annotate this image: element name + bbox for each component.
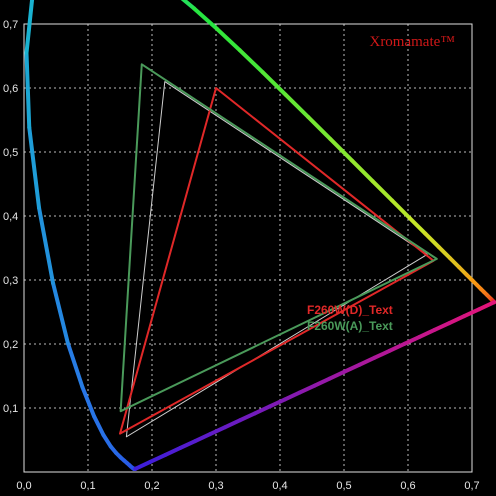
purple-line-segment <box>148 452 168 464</box>
purple-line-segment <box>327 369 347 381</box>
x-tick-label: 0,2 <box>144 480 159 492</box>
brand-logo-text: Xromamate™ <box>369 34 455 50</box>
purple-line-segment <box>178 439 198 450</box>
spectral-locus-segment <box>65 341 85 390</box>
gamut-triangle-d <box>119 87 435 435</box>
spectral-locus-segment <box>215 26 242 53</box>
purple-line-segment <box>357 355 377 367</box>
purple-line-segment <box>312 376 332 388</box>
purple-line-segment <box>208 425 228 437</box>
purple-line-segment <box>387 341 407 353</box>
y-tick-label: 0,5 <box>3 147 18 159</box>
spectral-locus-segment <box>436 245 453 261</box>
x-tick-label: 0,1 <box>80 480 95 492</box>
spectral-locus-segment <box>27 125 42 210</box>
purple-line-segment <box>267 397 287 409</box>
y-tick-label: 0,3 <box>3 275 18 287</box>
spectral-locus-segment <box>24 0 35 55</box>
spectral-locus-segment <box>101 433 113 449</box>
spectral-locus-segment <box>192 6 220 31</box>
purple-line-segment <box>477 300 496 312</box>
spectral-locus-segment <box>24 50 32 130</box>
spectral-locus-segment <box>237 48 265 75</box>
purple-line-segment <box>253 404 272 416</box>
spectral-locus-segment <box>80 385 97 419</box>
spectral-locus-segment <box>51 281 70 346</box>
purple-line-segment <box>462 307 482 319</box>
purple-line-segment <box>163 445 183 457</box>
spectral-locus-segment <box>448 256 462 270</box>
spectral-locus-segment <box>328 137 354 163</box>
spectral-locus-segment <box>370 179 395 203</box>
x-tick-label: 0,0 <box>16 480 31 492</box>
purple-line-segment <box>282 390 302 402</box>
legend-entry: F260W(A)_Text <box>307 319 393 333</box>
spectral-locus-segment <box>283 92 311 119</box>
spectral-locus <box>24 0 496 471</box>
purple-line-segment <box>372 348 392 360</box>
gamut-triangles <box>119 63 438 438</box>
purple-line-segment <box>193 432 213 444</box>
purple-line-segment <box>238 411 258 423</box>
spectral-locus-segment <box>180 0 197 11</box>
purple-line-segment <box>402 334 422 346</box>
x-tick-label: 0,3 <box>208 480 223 492</box>
purple-line-segment <box>297 383 317 395</box>
y-tick-label: 0,4 <box>3 211 18 223</box>
spectral-locus-segment <box>423 231 441 250</box>
plot-frame <box>23 23 473 473</box>
y-tick-label: 0,1 <box>3 403 18 415</box>
spectral-locus-segment <box>350 158 375 184</box>
purple-line-segment <box>223 418 243 430</box>
spectral-locus-segment <box>92 414 106 438</box>
y-tick-label: 0,2 <box>3 339 18 351</box>
x-tick-label: 0,6 <box>400 480 415 492</box>
spectral-locus-segment <box>260 70 288 97</box>
purple-line-segment <box>432 321 452 332</box>
spectral-locus-segment <box>37 205 56 286</box>
purple-line-segment <box>417 327 437 339</box>
purple-line-segment <box>447 314 467 326</box>
legend-entry: F260W(D)_Text <box>307 303 393 317</box>
gamut-triangle-a <box>119 63 438 413</box>
reference-triangle <box>125 81 428 438</box>
spectral-locus-segment <box>390 198 412 221</box>
x-tick-label: 0,7 <box>464 480 479 492</box>
x-tick-label: 0,4 <box>272 480 287 492</box>
legend: F260W(D)_Text F260W(A)_Text <box>307 303 393 333</box>
y-tick-label: 0,7 <box>3 19 18 31</box>
purple-line-segment <box>342 362 362 374</box>
axes: 0,0 0,1 0,2 0,3 0,4 0,5 0,6 0,7 0,1 0,2 0,3 0,4 0,5 0… <box>3 19 480 492</box>
x-tick-label: 0,5 <box>336 480 351 492</box>
y-tick-label: 0,6 <box>3 83 18 95</box>
spectral-locus-segment <box>306 114 333 142</box>
spectral-locus-segment <box>407 216 428 236</box>
purple-line-segment <box>133 459 153 471</box>
